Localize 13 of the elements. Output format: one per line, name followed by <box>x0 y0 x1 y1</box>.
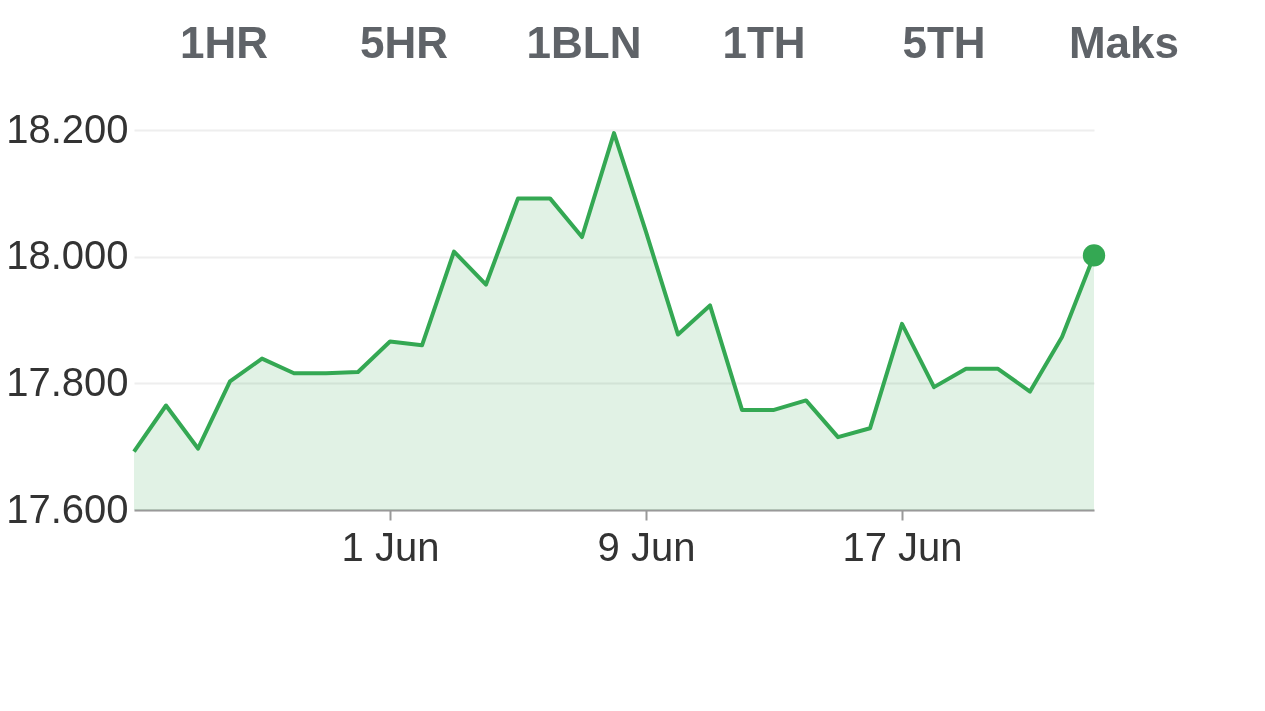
x-tick-label: 1 Jun <box>341 524 440 569</box>
y-tick-label: 18.000 <box>6 233 129 278</box>
text: 5HR <box>359 18 449 67</box>
y-tick-label: 17.600 <box>6 486 129 531</box>
text: 5TH <box>902 18 986 67</box>
y-tick-label: 18.200 <box>6 106 129 151</box>
text: Maks <box>1068 18 1180 67</box>
x-tick-label: 9 Jun <box>597 524 696 569</box>
y-tick-label: 17.800 <box>6 359 129 404</box>
x-tick-label: 17 Jun <box>842 524 963 569</box>
text: 1BLN <box>526 18 642 67</box>
text: 1TH <box>722 18 806 67</box>
text: 1HR <box>179 18 269 67</box>
